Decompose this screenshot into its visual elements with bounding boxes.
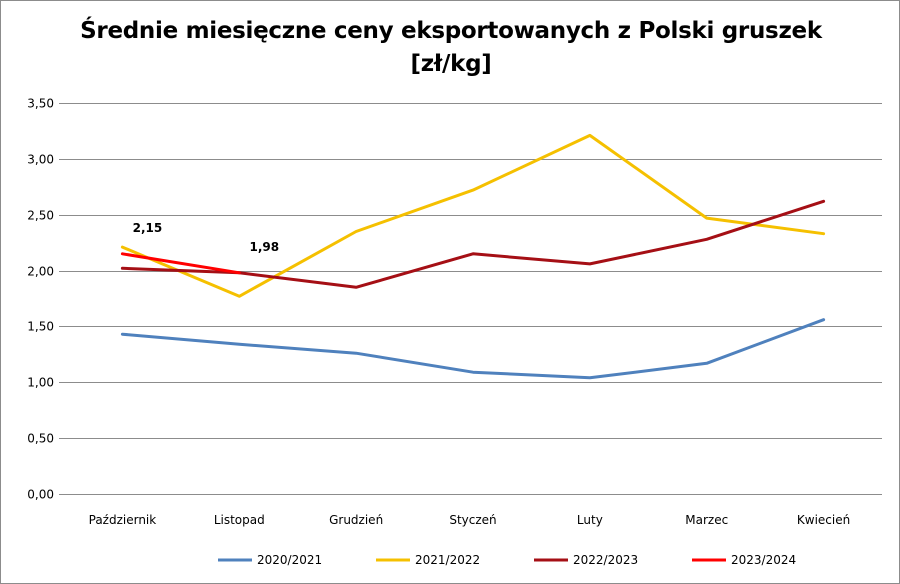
x-tick-label: Styczeń (449, 513, 496, 527)
x-tick-label: Luty (577, 513, 603, 527)
y-tick-label: 0,50 (27, 432, 54, 446)
x-tick-label: Grudzień (329, 513, 383, 527)
series-line-2021-2022 (120, 133, 826, 298)
series-line-2022-2023 (120, 199, 826, 289)
chart-title-line-1: Średnie miesięczne ceny eksportowanych z… (80, 18, 822, 44)
chart-title: Średnie miesięczne ceny eksportowanych z… (1, 15, 900, 81)
y-tick-label: 1,50 (27, 320, 54, 334)
legend-label: 2023/2024 (731, 553, 796, 567)
data-label: 2,15 (133, 221, 163, 235)
y-axis-tick-labels: 0,00 0,50 1,00 1,50 2,00 2,50 3,00 3,50 (27, 97, 54, 502)
legend-label: 2021/2022 (415, 553, 480, 567)
legend: 2020/2021 2021/2022 2022/2023 2023/2024 (218, 553, 796, 567)
y-tick-label: 3,50 (27, 97, 54, 111)
gridlines (59, 103, 882, 495)
data-label: 1,98 (249, 240, 279, 254)
data-labels: 2,15 1,98 (133, 221, 279, 254)
legend-label: 2020/2021 (257, 553, 322, 567)
series-line-2020-2021 (120, 318, 826, 380)
y-tick-label: 1,00 (27, 376, 54, 390)
y-tick-label: 0,00 (27, 488, 54, 502)
x-tick-label: Kwiecień (797, 513, 850, 527)
y-tick-label: 2,50 (27, 209, 54, 223)
chart-title-line-2: [zł/kg] (410, 51, 492, 77)
y-tick-label: 2,00 (27, 265, 54, 279)
series-line-2023-2024 (120, 252, 241, 275)
legend-label: 2022/2023 (573, 553, 638, 567)
x-tick-label: Listopad (214, 513, 265, 527)
x-axis-tick-labels: Październik Listopad Grudzień Styczeń Luty Ma… (89, 513, 851, 527)
y-tick-label: 3,00 (27, 153, 54, 167)
x-tick-label: Październik (89, 513, 157, 527)
series-lines (120, 133, 826, 380)
x-tick-label: Marzec (685, 513, 728, 527)
